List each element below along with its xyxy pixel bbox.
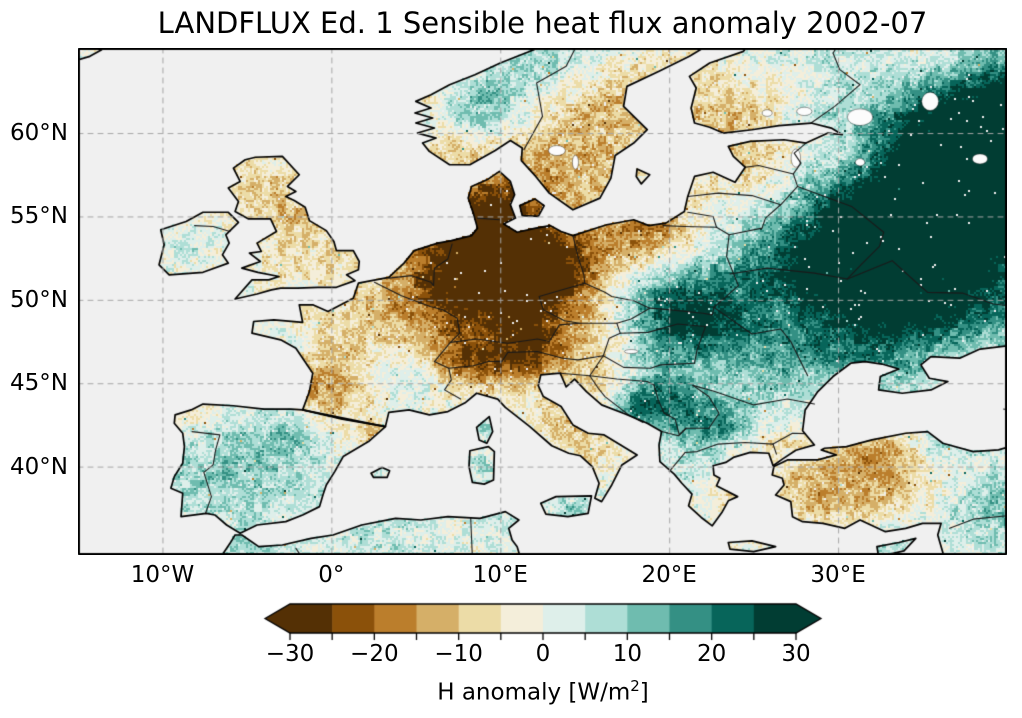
figure-title: LANDFLUX Ed. 1 Sensible heat flux anomal… [157, 6, 928, 40]
colorbar-tick-label: −30 [265, 641, 315, 667]
lon-tick-label: 10°W [130, 562, 195, 588]
lon-tick-label: 30°E [810, 562, 866, 588]
lat-tick-label: 55°N [10, 203, 68, 230]
lat-tick-label: 50°N [10, 286, 68, 313]
colorbar-tick-label: −20 [350, 641, 399, 667]
colorbar-tick-label: −10 [434, 641, 483, 667]
colorbar-label: H anomaly [W/m2] [290, 671, 796, 708]
map-canvas [78, 48, 1007, 555]
colorbar-label-suffix: ] [639, 679, 649, 706]
colorbar-label-prefix: H anomaly [W/m [437, 679, 631, 706]
colorbar-tick-label: 20 [697, 641, 727, 667]
lon-tick-label: 0° [318, 562, 345, 588]
lat-tick-label: 60°N [10, 120, 68, 147]
colorbar-tick-label: 30 [781, 641, 811, 667]
colorbar [252, 596, 832, 644]
lon-tick-label: 10°E [472, 562, 528, 588]
colorbar-label-sup: 2 [630, 677, 640, 695]
lon-tick-label: 20°E [641, 562, 697, 588]
lat-tick-label: 40°N [10, 453, 68, 480]
colorbar-tick-label: 10 [612, 641, 642, 667]
colorbar-tick-label: 0 [535, 641, 551, 667]
lat-tick-label: 45°N [10, 370, 68, 397]
